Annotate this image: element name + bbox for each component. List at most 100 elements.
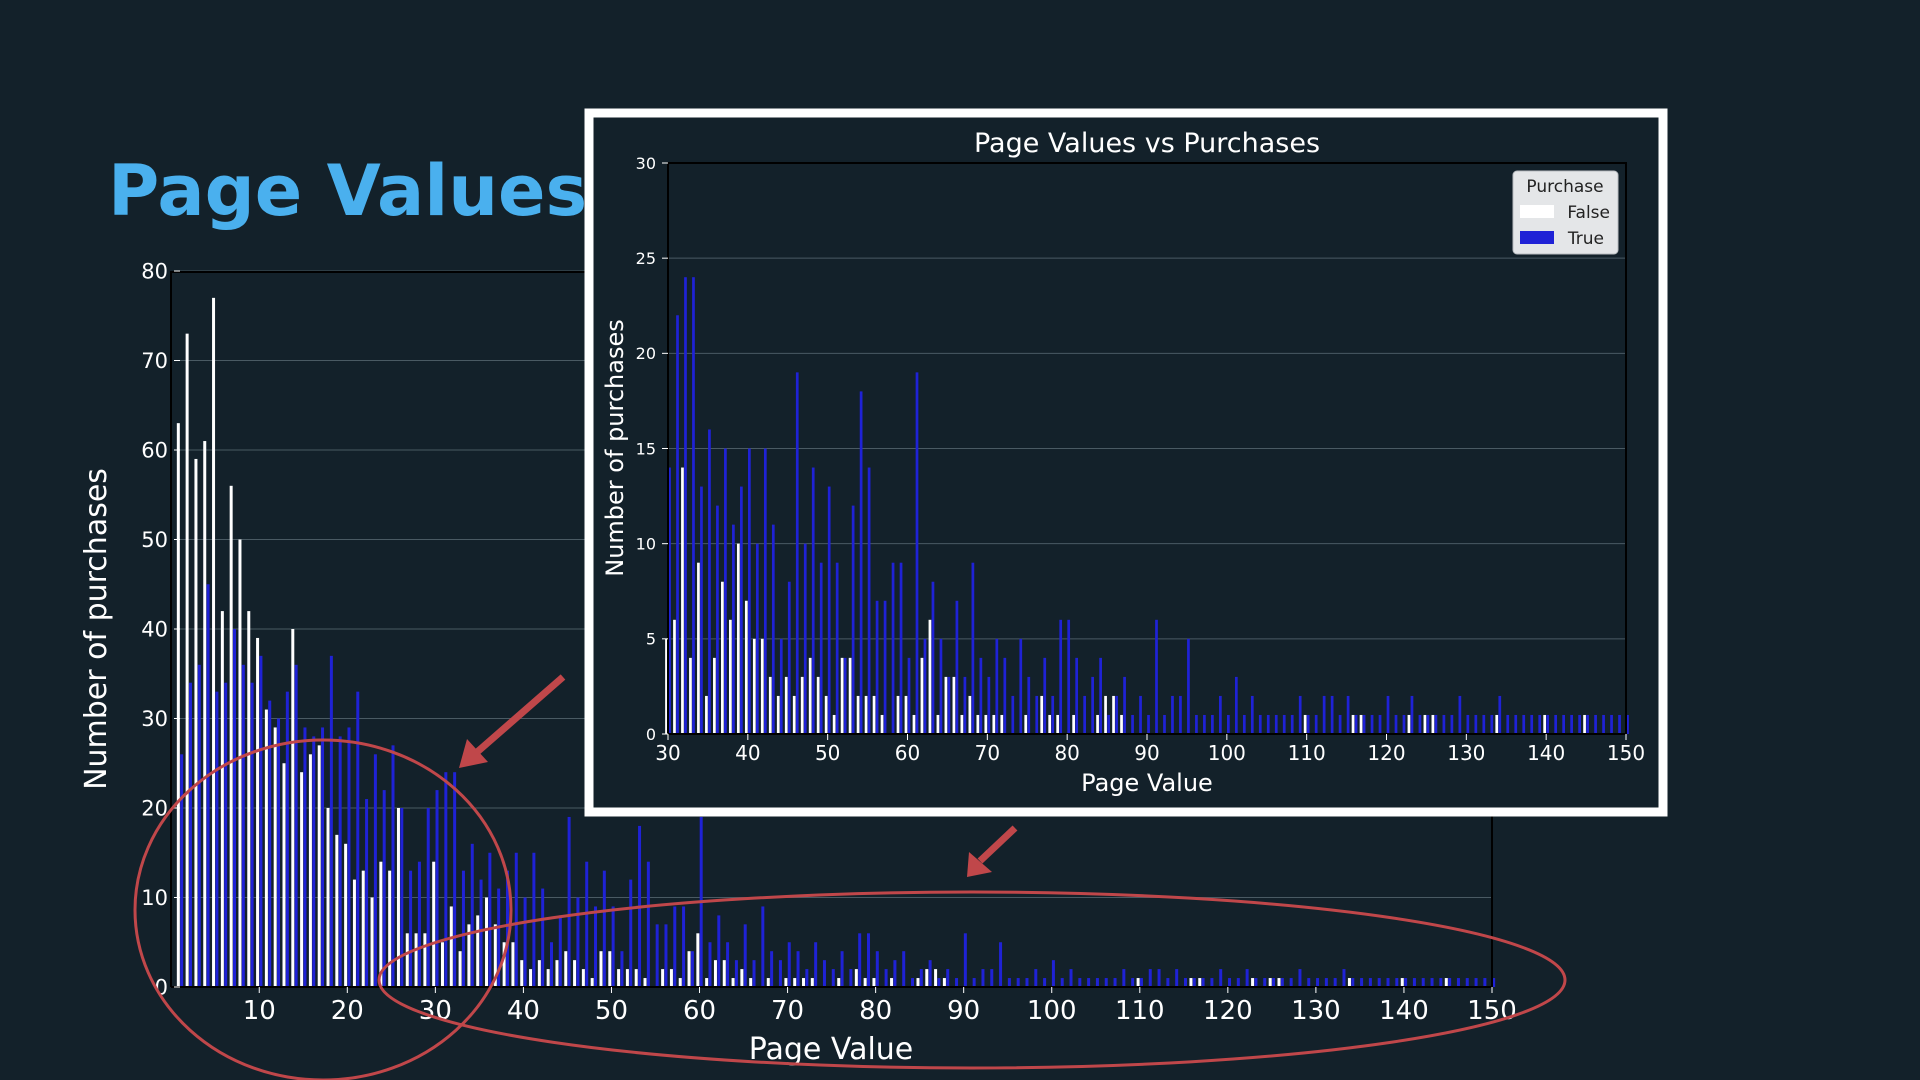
main-bar-false xyxy=(890,978,894,987)
inset-bar-false xyxy=(880,714,884,734)
inset-bar-true xyxy=(1075,657,1079,734)
main-bar-true xyxy=(778,960,782,987)
inset-bar-true xyxy=(795,372,799,734)
inset-bar-true xyxy=(1458,695,1462,734)
main-bar-false xyxy=(722,960,726,987)
inset-bar-true xyxy=(931,581,935,734)
main-bar-true xyxy=(1351,978,1355,987)
inset-chart: Page Values vs Purchases 0 5 10 15 20 25 30 30… xyxy=(584,108,1668,817)
main-bar-true xyxy=(1025,978,1029,987)
inset-bar-false xyxy=(1303,714,1307,734)
inset-bar-false xyxy=(1096,714,1099,734)
main-bar-true xyxy=(981,969,985,987)
inset-bar-false xyxy=(944,676,948,734)
main-bar-true xyxy=(444,772,448,987)
main-bar-true xyxy=(690,951,694,987)
inset-bar-false xyxy=(976,714,980,734)
inset-bar-true xyxy=(1242,714,1246,734)
main-bar-false xyxy=(440,942,444,987)
inset-bar-false xyxy=(1104,695,1107,734)
inset-bar-false xyxy=(912,714,916,734)
main-bar-true xyxy=(470,843,474,987)
main-x-tick-label: 100 xyxy=(1027,996,1077,1026)
main-bar-true xyxy=(602,870,606,987)
main-bar-true xyxy=(1395,978,1399,987)
inset-bar-true xyxy=(1059,619,1063,734)
main-bar-true xyxy=(1060,978,1064,987)
main-bar-false xyxy=(520,960,524,987)
main-bar-true xyxy=(576,897,580,987)
main-y-tick-label: 20 xyxy=(141,797,168,821)
inset-bar-true xyxy=(755,543,759,734)
inset-bar-false xyxy=(1543,714,1547,734)
inset-bar-true xyxy=(1123,676,1126,734)
main-bar-true xyxy=(567,816,571,987)
inset-bar-true xyxy=(995,638,999,734)
legend-false-swatch xyxy=(1520,205,1554,218)
main-bar-false xyxy=(1198,978,1202,987)
inset-bar-true xyxy=(1394,714,1398,734)
inset-bar-true xyxy=(859,391,863,734)
main-bar-false xyxy=(220,611,224,987)
main-bar-true xyxy=(1016,978,1020,987)
main-bar-true xyxy=(188,682,192,987)
main-x-tick-label: 80 xyxy=(859,996,892,1026)
main-x-ticks: 10 20 30 40 50 60 70 80 90 100 110 120 130 140 150 xyxy=(243,987,1517,1026)
main-x-tick-label: 130 xyxy=(1291,996,1341,1026)
main-bar-true xyxy=(1368,978,1372,987)
inset-bar-true xyxy=(1155,619,1158,734)
main-bar-true xyxy=(1157,969,1161,987)
main-bar-false xyxy=(713,960,717,987)
main-bar-false xyxy=(485,897,489,987)
main-bar-true xyxy=(1043,978,1047,987)
inset-y-ticks: 0 5 10 15 20 25 30 xyxy=(636,154,668,744)
main-x-tick-label: 140 xyxy=(1379,996,1429,1026)
main-bar-true xyxy=(1483,978,1487,987)
main-bar-false xyxy=(247,611,251,987)
inset-bar-false xyxy=(1040,695,1044,734)
main-bar-false xyxy=(458,951,462,987)
inset-bar-true xyxy=(740,486,743,734)
main-bar-true xyxy=(233,629,237,987)
inset-bar-false xyxy=(1407,714,1411,734)
main-bar-false xyxy=(599,951,603,987)
main-bar-true xyxy=(391,745,395,987)
main-bar-false xyxy=(802,978,806,987)
inset-bar-true xyxy=(1139,695,1142,734)
inset-y-tick-label: 20 xyxy=(636,344,656,363)
inset-bar-false xyxy=(1423,714,1427,734)
inset-bar-true xyxy=(1107,714,1110,734)
main-bar-true xyxy=(919,969,923,987)
inset-bar-false xyxy=(808,657,812,734)
inset-bar-false xyxy=(824,695,828,734)
main-bars xyxy=(176,297,1496,988)
inset-bar-true xyxy=(963,676,967,734)
main-y-axis-label: Number of purchases xyxy=(79,468,114,790)
inset-bar-false xyxy=(952,676,956,734)
main-bar-true xyxy=(1342,969,1346,987)
main-bar-true xyxy=(1139,978,1143,987)
inset-bar-true xyxy=(1426,714,1430,734)
inset-bar-true xyxy=(700,486,703,734)
inset-bar-true xyxy=(1306,714,1310,734)
inset-bar-true xyxy=(915,372,919,734)
main-bar-true xyxy=(1175,969,1179,987)
inset-bar-false xyxy=(832,714,836,734)
inset-bar-true xyxy=(1466,714,1470,734)
inset-bar-true xyxy=(1147,714,1150,734)
main-bar-false xyxy=(546,969,550,987)
main-bar-true xyxy=(356,691,360,987)
inset-bar-true xyxy=(1442,714,1446,734)
highlight-circle xyxy=(133,738,513,1080)
inset-bar-false xyxy=(984,714,988,734)
main-bar-true xyxy=(620,951,624,987)
main-bar-false xyxy=(256,637,260,987)
main-bar-true xyxy=(347,727,351,987)
inset-x-tick-label: 70 xyxy=(975,741,1000,765)
inset-y-tick-label: 25 xyxy=(636,249,656,268)
main-bar-true xyxy=(1104,978,1108,987)
main-bar-true xyxy=(1421,978,1425,987)
inset-bar-true xyxy=(1083,695,1087,734)
inset-bar-false xyxy=(721,581,724,734)
